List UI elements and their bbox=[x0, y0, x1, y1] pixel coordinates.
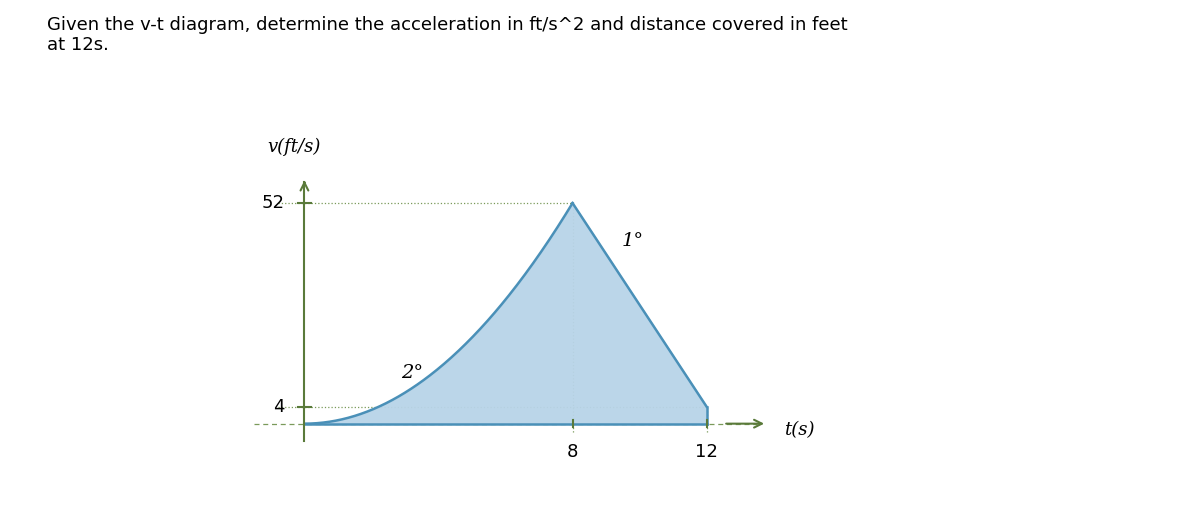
Text: 8: 8 bbox=[567, 443, 578, 461]
Text: 4: 4 bbox=[273, 398, 285, 415]
Text: t(s): t(s) bbox=[783, 421, 814, 439]
Text: Given the v-t diagram, determine the acceleration in ft/s^2 and distance covered: Given the v-t diagram, determine the acc… bbox=[47, 16, 848, 55]
Text: 52: 52 bbox=[261, 194, 285, 212]
Text: 1°: 1° bbox=[622, 232, 643, 250]
Text: v(ft/s): v(ft/s) bbox=[268, 138, 320, 157]
Text: 12: 12 bbox=[696, 443, 718, 461]
Text: 2°: 2° bbox=[401, 364, 423, 382]
